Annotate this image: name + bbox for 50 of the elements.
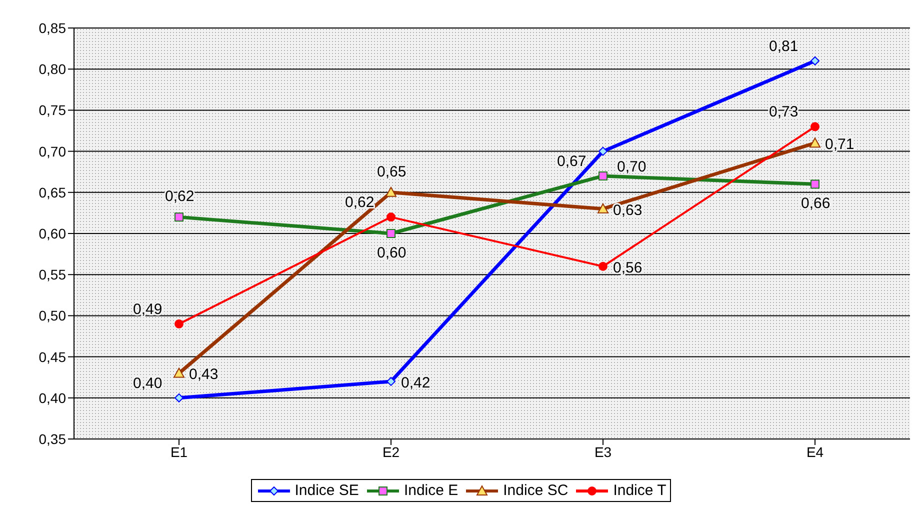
point	[386, 376, 396, 386]
point	[386, 186, 396, 197]
y-tick-label: 0,65	[38, 184, 66, 200]
y-tick-label: 0,45	[38, 348, 66, 365]
y-tick-label: 0,80	[38, 61, 66, 78]
data-label: 0,40	[133, 374, 162, 392]
data-label: 0,62	[345, 194, 374, 212]
data-label: 0,42	[401, 374, 430, 392]
legend-label: Indice E	[404, 482, 458, 499]
point	[386, 212, 396, 222]
point	[174, 368, 184, 378]
y-tick-label: 0,60	[38, 225, 66, 242]
point	[174, 319, 184, 328]
point	[598, 262, 608, 271]
legend-label: Indice SC	[503, 482, 568, 499]
data-label: 0,63	[613, 202, 642, 219]
data-label: 0,49	[133, 300, 162, 318]
point	[598, 203, 608, 214]
point	[810, 138, 820, 148]
y-tick-label: 0,75	[38, 102, 66, 118]
data-label: 0,66	[801, 195, 830, 212]
data-label: 0,60	[377, 244, 406, 262]
x-tick-label: E4	[806, 444, 824, 460]
data-label: 0,56	[613, 259, 642, 276]
point	[810, 56, 820, 66]
point	[810, 180, 820, 189]
point	[174, 212, 184, 222]
point	[174, 393, 184, 402]
data-label: 0,81	[769, 38, 798, 55]
data-label: 0,67	[557, 152, 586, 170]
y-tick-label: 0,70	[38, 143, 66, 160]
data-label: 0,71	[825, 136, 854, 154]
x-tick-label: E3	[594, 444, 612, 460]
data-label: 0,65	[377, 163, 406, 180]
point	[598, 171, 608, 180]
data-label: 0,70	[617, 158, 646, 176]
y-tick-label: 0,55	[38, 266, 66, 283]
point	[598, 146, 608, 156]
legend-label: Indice SE	[294, 482, 359, 499]
y-tick-label: 0,35	[38, 430, 66, 447]
point	[810, 122, 820, 132]
point	[386, 229, 396, 238]
y-tick-label: 0,85	[38, 20, 66, 36]
data-label: 0,43	[189, 366, 218, 384]
y-tick-label: 0,50	[38, 308, 66, 324]
x-tick-label: E2	[382, 444, 400, 460]
y-tick-label: 0,40	[38, 390, 66, 406]
legend-label: Indice T	[613, 482, 666, 499]
data-label: 0,62	[165, 188, 194, 206]
x-tick-label: E1	[170, 444, 188, 460]
